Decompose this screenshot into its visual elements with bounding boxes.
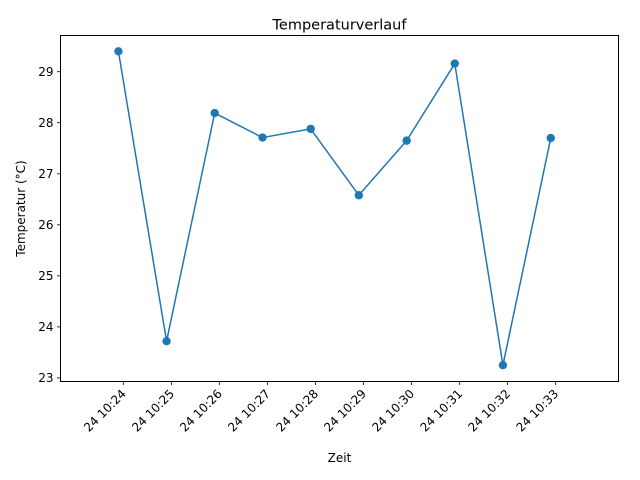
data-point <box>546 133 555 143</box>
x-axis-label: Zeit <box>328 451 352 465</box>
y-axis-ticks: 23 24 25 26 27 28 29 <box>38 65 61 385</box>
series-line <box>117 51 552 366</box>
data-point <box>162 336 171 346</box>
chart-title: Temperaturverlauf <box>272 18 408 34</box>
y-tick-label: 24 <box>38 320 53 334</box>
data-point <box>354 191 364 200</box>
data-point <box>498 360 508 370</box>
data-point <box>210 108 219 118</box>
y-tick-label: 25 <box>38 269 53 283</box>
y-tick-label: 27 <box>38 167 53 181</box>
y-tick-label: 29 <box>38 65 53 79</box>
data-point <box>402 136 411 145</box>
plot-frame <box>60 35 619 382</box>
data-point <box>450 59 459 68</box>
data-point <box>258 133 267 142</box>
data-point <box>114 47 123 56</box>
y-tick-label: 23 <box>38 371 53 385</box>
data-point <box>306 124 315 134</box>
y-tick-label: 28 <box>38 116 53 130</box>
y-tick-label: 26 <box>38 218 53 232</box>
y-axis-label: Temperatur (°C) <box>14 160 28 257</box>
plot-content <box>114 47 555 370</box>
